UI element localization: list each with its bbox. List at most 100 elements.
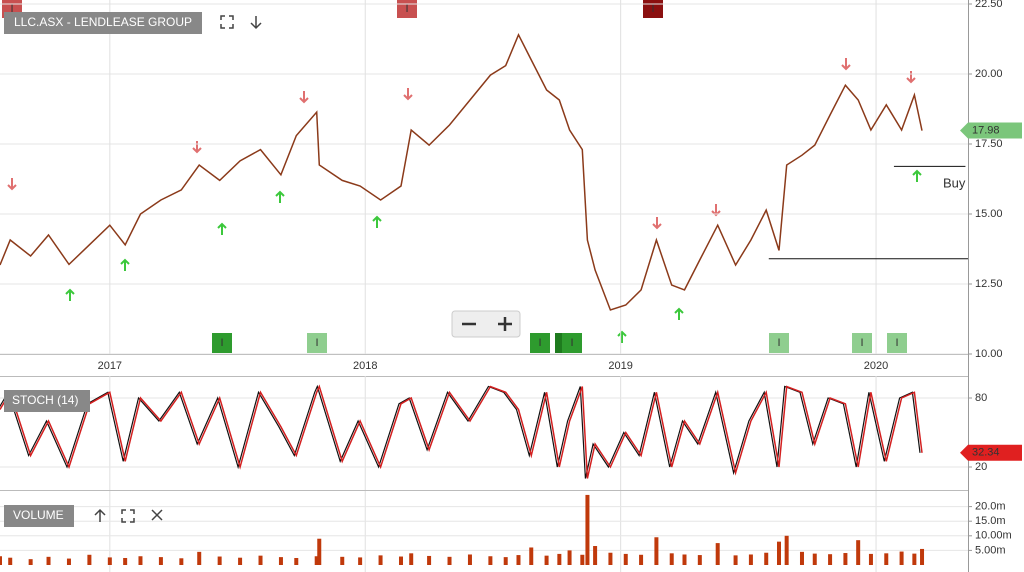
buy-arrow [65, 288, 75, 301]
y-tick-label: 15.0m [975, 515, 1006, 527]
y-tick-label: 20 [975, 461, 987, 473]
close-icon[interactable] [151, 509, 163, 521]
volume-bar [197, 551, 202, 565]
event-badge [212, 333, 232, 353]
volume-bar [87, 554, 92, 565]
volume-bar [8, 557, 13, 565]
volume-bar [623, 553, 628, 565]
volume-bar [715, 543, 720, 565]
sell-arrow [652, 217, 662, 230]
volume-bar [812, 553, 817, 565]
zoom-control[interactable] [451, 310, 521, 338]
volume-bar [669, 553, 674, 565]
sell-arrow [403, 88, 413, 101]
stoch-title: STOCH (14) [12, 393, 78, 407]
x-tick-label: 2020 [864, 360, 888, 372]
event-badge [887, 333, 907, 353]
volume-bar [529, 547, 534, 565]
volume-bar [776, 541, 781, 565]
zoom-buttons[interactable] [462, 317, 512, 331]
volume-bar [179, 558, 184, 565]
volume-bar [682, 554, 687, 565]
volume-bar [639, 554, 644, 565]
event-label: I [777, 337, 780, 349]
buy-arrow [674, 307, 684, 320]
toolbar[interactable] [220, 15, 262, 30]
volume-bar [123, 557, 128, 565]
volume-bar [697, 555, 702, 565]
annotation: Buy [943, 175, 966, 190]
volume-bar [580, 554, 585, 565]
event-badge [530, 333, 550, 353]
event-badge [562, 333, 582, 353]
event-badge [307, 333, 327, 353]
y-tick-label: 17.50 [975, 138, 1003, 150]
event-label: I [315, 337, 318, 349]
buy-arrow [372, 215, 382, 228]
volume-bar [238, 557, 243, 565]
volume-bar [158, 557, 163, 565]
signal-icons: IIIIIIIIIII [2, 0, 922, 353]
volume-bar [764, 552, 769, 565]
sell-arrow [906, 71, 916, 84]
y-tick-label: 20.0m [975, 501, 1006, 513]
sell-arrow [192, 141, 202, 154]
volume-bar [557, 553, 562, 565]
event-label: I [651, 3, 654, 15]
volume-bar [258, 555, 263, 565]
event-label: I [860, 337, 863, 349]
x-tick-label: 2019 [608, 360, 632, 372]
volume-bar [398, 556, 403, 565]
volume-bar [503, 557, 508, 565]
volume-bar [467, 554, 472, 565]
volume-bar [608, 552, 613, 565]
last-value-tag [960, 122, 1022, 139]
volume-bar [28, 559, 33, 565]
event-label: I [220, 337, 223, 349]
sell-arrow [711, 204, 721, 217]
volume-toolbar[interactable] [94, 508, 163, 523]
volume-bar [654, 537, 659, 565]
event-label: I [895, 337, 898, 349]
x-tick-label: 2017 [98, 360, 122, 372]
buy-arrow [217, 222, 227, 235]
volume-bar [593, 546, 598, 565]
volume-bar [314, 556, 319, 565]
y-tick-label: 10.00 [975, 348, 1003, 360]
volume-bar [317, 538, 322, 565]
title-badge [4, 12, 202, 34]
series-line [0, 33, 923, 311]
chart-title: LLC.ASX - LENDLEASE GROUP [14, 15, 192, 29]
volume-badge [4, 505, 74, 527]
volume-bar [920, 548, 925, 565]
volume-bar [884, 553, 889, 565]
volume-bar [66, 558, 71, 565]
x-tick-label: 2018 [353, 360, 377, 372]
panel-divider [0, 490, 968, 491]
volume-bar [278, 557, 283, 565]
volume-bar [748, 554, 753, 565]
up-icon[interactable] [94, 508, 106, 522]
volume-bar [217, 556, 222, 565]
down-icon[interactable] [250, 16, 262, 30]
volume-bar [138, 556, 143, 565]
y-tick-label: 15.00 [975, 208, 1003, 220]
volume-bar [868, 553, 873, 565]
y-tick-label: 5.00m [975, 544, 1006, 556]
volume-bar [733, 555, 738, 565]
volume-bar [488, 556, 493, 565]
event-label: I [405, 3, 408, 15]
event-label: I [538, 337, 541, 349]
volume-bar [784, 535, 789, 565]
y-tick-label: 22.50 [975, 0, 1003, 10]
last-value-label: 32.34 [972, 447, 1000, 459]
volume-bar [0, 556, 2, 565]
buy-arrow [912, 169, 922, 182]
expand-icon[interactable] [121, 509, 135, 523]
volume-bar [427, 555, 432, 565]
expand-icon[interactable] [220, 15, 234, 29]
volume-bar [828, 554, 833, 565]
volume-bar [516, 555, 521, 565]
